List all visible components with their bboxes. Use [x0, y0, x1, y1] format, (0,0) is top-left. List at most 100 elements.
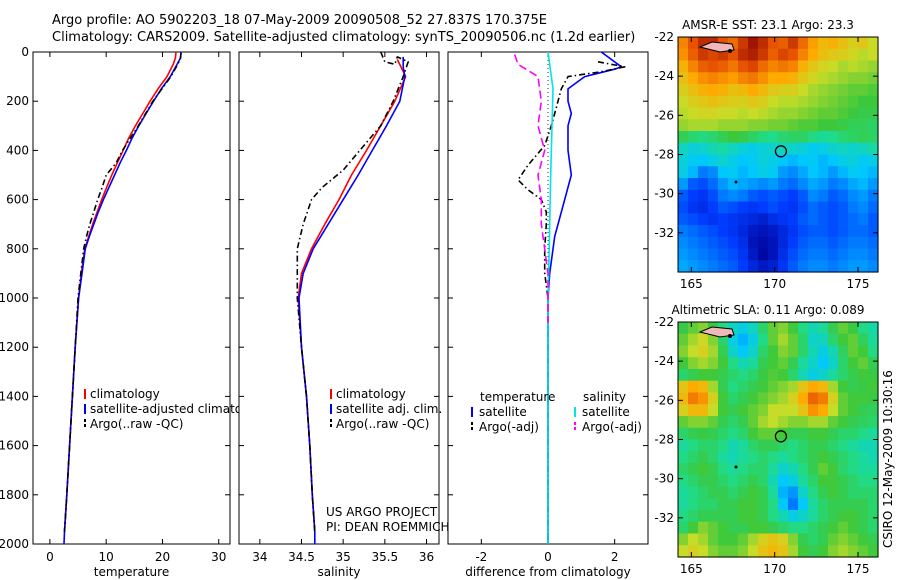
heatmap-cell — [688, 345, 699, 358]
legend-label: Argo(-adj) — [479, 420, 539, 434]
heatmap-cell — [758, 380, 769, 394]
heatmap-cell — [688, 498, 699, 511]
heatmap-cell — [678, 416, 689, 429]
heatmap-cell — [828, 333, 839, 347]
heatmap-cell — [688, 48, 699, 62]
heatmap-cell — [758, 131, 769, 144]
heatmap-cell — [798, 486, 809, 499]
heatmap-cell — [698, 95, 709, 109]
heatmap-cell — [738, 236, 749, 250]
heatmap-cell — [858, 37, 869, 50]
heatmap-cell — [788, 369, 799, 382]
heatmap-cell — [808, 345, 819, 358]
heatmap-cell — [788, 119, 799, 132]
heatmap-cell — [708, 107, 719, 120]
heatmap-cell — [708, 392, 719, 405]
heatmap-cell — [858, 131, 869, 144]
heatmap-cell — [818, 474, 829, 488]
x-tick-label: 2 — [611, 550, 619, 564]
heatmap-cell — [768, 260, 779, 273]
heatmap-cell — [738, 107, 749, 120]
heatmap-cell — [738, 486, 749, 499]
heatmap-cell — [718, 521, 729, 535]
heatmap-cell — [718, 451, 729, 464]
heatmap-cell — [678, 380, 689, 394]
heatmap-cell — [858, 119, 869, 132]
heatmap-cell — [758, 213, 769, 226]
figure-title-line2: Climatology: CARS2009. Satellite-adjuste… — [52, 30, 636, 45]
heatmap-cell — [688, 236, 699, 250]
heatmap-cell — [678, 369, 689, 382]
heatmap-cell — [858, 474, 869, 488]
heatmap-cell — [828, 178, 839, 191]
heatmap-cell — [758, 60, 769, 73]
heatmap-cell — [768, 201, 779, 214]
heatmap-cell — [868, 236, 879, 250]
heatmap-cell — [758, 248, 769, 261]
heatmap-cell — [748, 225, 759, 238]
heatmap-cell — [748, 463, 759, 476]
heatmap-cell — [848, 60, 859, 73]
heatmap-cell — [848, 439, 859, 452]
heatmap-cell — [748, 533, 759, 546]
heatmap-cell — [698, 37, 709, 50]
heatmap-cell — [828, 213, 839, 226]
heatmap-cell — [828, 380, 839, 394]
heatmap-cell — [818, 333, 829, 347]
heatmap-cell — [758, 416, 769, 429]
heatmap-cell — [858, 236, 869, 250]
map-title: AMSR-E SST: 23.1 Argo: 23.3 — [682, 18, 854, 32]
heatmap-cell — [688, 225, 699, 238]
heatmap-cell — [808, 72, 819, 85]
heatmap-cell — [758, 369, 769, 382]
heatmap-cell — [698, 178, 709, 191]
heatmap-cell — [778, 545, 789, 558]
heatmap-cell — [798, 380, 809, 394]
heatmap-cell — [868, 510, 879, 523]
heatmap-cell — [818, 486, 829, 499]
heatmap-cell — [758, 166, 769, 179]
heatmap-cell — [768, 322, 779, 335]
heatmap-cell — [728, 451, 739, 464]
y-tick-label: -22 — [654, 30, 674, 44]
heatmap-cell — [858, 154, 869, 167]
heatmap-cell — [748, 236, 759, 250]
heatmap-cell — [808, 107, 819, 120]
heatmap-cell — [708, 439, 719, 452]
heatmap-cell — [858, 498, 869, 511]
heatmap-cell — [698, 486, 709, 499]
heatmap-cell — [708, 427, 719, 441]
heatmap-cell — [848, 333, 859, 347]
heatmap-cell — [678, 142, 689, 156]
heatmap-cell — [838, 213, 849, 226]
heatmap-cell — [748, 131, 759, 144]
heatmap-cell — [848, 521, 859, 535]
heatmap-cell — [748, 545, 759, 558]
profile-panel-2: 34 34.5 35 35.5 36 salinity climatologysatelli… — [238, 51, 442, 579]
heatmap-cell — [838, 236, 849, 250]
series-group — [296, 52, 409, 544]
legend-label: satellite adj. clim. — [336, 402, 442, 416]
heatmap-cell — [768, 404, 779, 417]
plot-frame — [238, 51, 440, 545]
heatmap-cell — [858, 545, 869, 558]
heatmap-cell — [678, 107, 689, 120]
map-title: Altimetric SLA: 0.11 Argo: 0.089 — [671, 303, 864, 317]
x-tick-label: 175 — [847, 562, 870, 576]
heatmap-cell — [688, 380, 699, 394]
heatmap-cell — [788, 131, 799, 144]
heatmap-cell — [688, 201, 699, 214]
heatmap-cell — [798, 416, 809, 429]
heatmap-cell — [688, 357, 699, 370]
heatmap-cell — [848, 248, 859, 261]
heatmap-cell — [808, 463, 819, 476]
heatmap-cell — [708, 486, 719, 499]
heatmap-cell — [718, 380, 729, 394]
heatmap-cell — [788, 225, 799, 238]
heatmap-cell — [698, 84, 709, 97]
heatmap-cell — [818, 439, 829, 452]
heatmap-cell — [698, 380, 709, 394]
heatmap-cell — [838, 131, 849, 144]
heatmap-cell — [828, 236, 839, 250]
heatmap-cell — [778, 178, 789, 191]
